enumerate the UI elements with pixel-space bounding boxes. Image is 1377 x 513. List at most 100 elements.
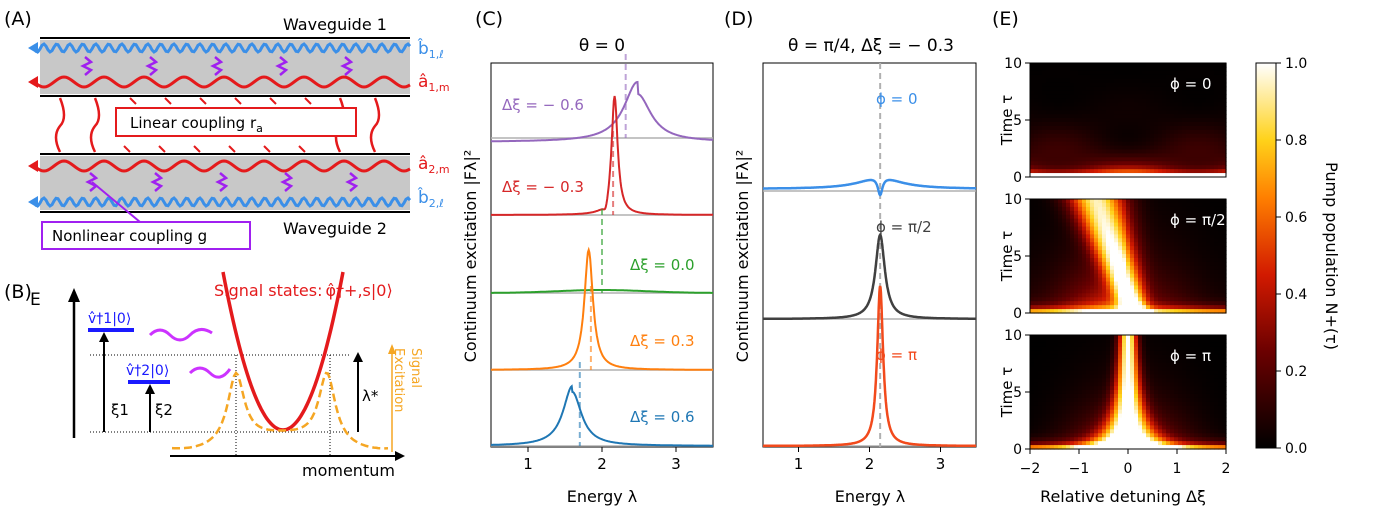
heatmap-cell	[1074, 242, 1079, 247]
heatmap-cell	[1090, 366, 1095, 371]
heatmap-cell	[1214, 173, 1219, 178]
heatmap-cell	[1082, 102, 1087, 107]
heatmap-cell	[1182, 342, 1187, 348]
heatmap-cell	[1130, 350, 1135, 356]
heatmap-cell	[1150, 409, 1155, 415]
heatmap-cell	[1146, 98, 1151, 103]
heatmap-cell	[1158, 393, 1163, 399]
heatmap-cell	[1086, 285, 1091, 291]
heatmap-cell	[1190, 273, 1195, 279]
heatmap-cell	[1042, 78, 1047, 84]
heatmap-cell	[1062, 338, 1067, 344]
heatmap-cell	[1150, 346, 1155, 352]
heatmap-cell	[1134, 125, 1139, 131]
heatmap-cell	[1150, 199, 1155, 204]
heatmap-cell	[1162, 63, 1167, 68]
heatmap-cell	[1190, 94, 1195, 99]
heatmap-cell	[1086, 238, 1091, 243]
heatmap-cell	[1114, 393, 1119, 399]
heatmap-cell	[1090, 173, 1095, 178]
heatmap-cell	[1150, 234, 1155, 239]
heatmap-cell	[1074, 214, 1079, 220]
heatmap-cell	[1050, 441, 1055, 446]
heatmap-cell	[1094, 238, 1099, 243]
heatmap-cell	[1122, 277, 1127, 283]
heatmap-cell	[1046, 246, 1051, 251]
heatmap-cell	[1178, 169, 1183, 174]
heatmap-cell	[1070, 370, 1075, 375]
heatmap-cell	[1082, 145, 1087, 151]
energy-axis-label: E	[30, 290, 41, 310]
heatmap-cell	[1102, 214, 1107, 220]
heatmap-cell	[1202, 397, 1207, 403]
heatmap-cell	[1094, 378, 1099, 383]
heatmap-cell	[1078, 222, 1083, 228]
heatmap-cell	[1110, 133, 1115, 139]
heatmap-cell	[1094, 157, 1099, 162]
heatmap-cell	[1106, 246, 1111, 251]
heatmap-cell	[1210, 118, 1215, 123]
heatmap-cell	[1082, 106, 1087, 111]
heatmap-cell	[1146, 118, 1151, 123]
heatmap-cell	[1098, 421, 1103, 427]
heatmap-cell	[1198, 210, 1203, 216]
heatmap-cell	[1090, 86, 1095, 92]
heatmap-cell	[1102, 66, 1107, 72]
heatmap-cell	[1074, 346, 1079, 352]
heatmap-cell	[1062, 417, 1067, 423]
heatmap-cell	[1062, 133, 1067, 139]
heatmap-cell	[1134, 165, 1139, 170]
heatmap-cell	[1070, 242, 1075, 247]
heatmap-cell	[1138, 234, 1143, 239]
heatmap-cell	[1210, 145, 1215, 151]
heatmap-cell	[1034, 214, 1039, 220]
heatmap-cell	[1042, 413, 1047, 419]
heatmap-cell	[1034, 358, 1039, 364]
heatmap-cell	[1214, 413, 1219, 419]
heatmap-cell	[1030, 125, 1035, 131]
heatmap-cell	[1190, 149, 1195, 155]
heatmap-cell	[1062, 238, 1067, 243]
heatmap-cell	[1166, 121, 1171, 127]
heatmap-cell	[1214, 293, 1219, 298]
heatmap-cell	[1126, 137, 1131, 143]
heatmap-cell	[1138, 153, 1143, 158]
heatmap-cell	[1046, 281, 1051, 287]
heatmap-cell	[1082, 90, 1087, 96]
heatmap-cell	[1078, 273, 1083, 279]
heatmap-cell	[1178, 273, 1183, 279]
panel-label-e: (E)	[992, 8, 1019, 30]
heatmap-cell	[1074, 393, 1079, 399]
heatmap-cell	[1210, 297, 1215, 302]
heatmap-cell	[1154, 86, 1159, 92]
heatmap-cell	[1122, 390, 1127, 395]
heatmap-cell	[1106, 137, 1111, 143]
heatmap-cell	[1042, 390, 1047, 395]
heatmap-cell	[1126, 358, 1131, 364]
heatmap-cell	[1042, 409, 1047, 415]
heatmap-cell	[1106, 94, 1111, 99]
heatmap-cell	[1130, 222, 1135, 228]
heatmap-cell	[1142, 226, 1147, 232]
heatmap-cell	[1098, 230, 1103, 235]
heatmap-cell	[1142, 121, 1147, 127]
heatmap-cell	[1050, 250, 1055, 255]
heatmap-cell	[1198, 145, 1203, 151]
heatmap-cell	[1126, 421, 1131, 427]
heatmap-cell	[1170, 382, 1175, 387]
heatmap-cell	[1102, 285, 1107, 291]
heatmap-cell	[1218, 374, 1223, 379]
heatmap-cell	[1074, 125, 1079, 131]
heatmap-cell	[1066, 405, 1071, 411]
heatmap-cell	[1190, 265, 1195, 271]
heatmap-cell	[1154, 238, 1159, 243]
heatmap-cell	[1134, 354, 1139, 360]
heatmap-cell	[1134, 285, 1139, 291]
heatmap-cell	[1190, 202, 1195, 208]
heatmap-cell	[1218, 199, 1223, 204]
heatmap-cell	[1038, 301, 1043, 306]
heatmap-cell	[1138, 214, 1143, 220]
heatmap-cell	[1154, 121, 1159, 127]
heatmap-cell	[1078, 125, 1083, 131]
heatmap-cell	[1078, 74, 1083, 80]
